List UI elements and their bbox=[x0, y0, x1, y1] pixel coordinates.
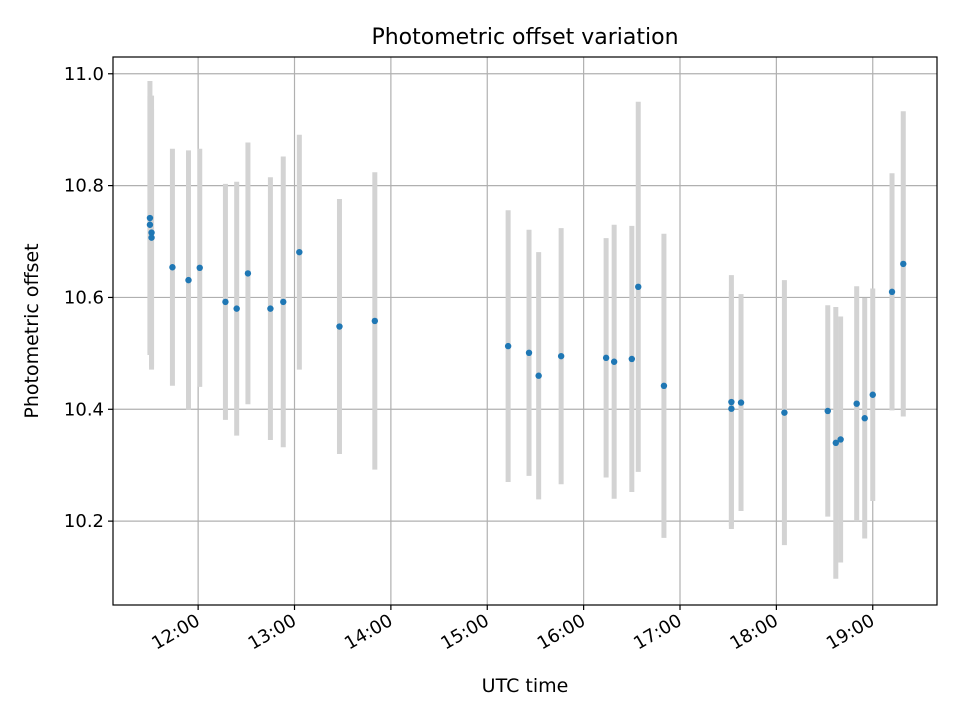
chart-title: Photometric offset variation bbox=[371, 25, 678, 50]
data-point bbox=[148, 229, 155, 236]
data-point bbox=[371, 317, 379, 325]
data-point bbox=[280, 298, 287, 306]
y-tick-label: 11.0 bbox=[64, 64, 104, 85]
x-axis-label: UTC time bbox=[482, 675, 569, 697]
data-point bbox=[267, 305, 274, 312]
data-point bbox=[244, 270, 252, 277]
data-point bbox=[635, 283, 642, 291]
data-point bbox=[148, 234, 155, 241]
y-axis: 10.2 10.4 10.6 10.8 11.0 bbox=[64, 64, 113, 532]
y-tick-label: 10.4 bbox=[64, 399, 104, 420]
data-point bbox=[233, 305, 240, 312]
data-point bbox=[837, 436, 844, 443]
data-point bbox=[824, 407, 831, 415]
data-point bbox=[185, 276, 192, 284]
grid bbox=[113, 57, 937, 605]
data-point bbox=[336, 323, 343, 330]
data-point bbox=[728, 398, 735, 406]
data-point bbox=[146, 214, 154, 222]
data-points bbox=[146, 214, 907, 447]
data-point bbox=[888, 288, 896, 296]
data-point bbox=[557, 352, 565, 360]
data-point bbox=[146, 221, 154, 228]
plot-frame bbox=[112, 56, 938, 606]
data-point bbox=[610, 358, 618, 365]
y-tick-label: 10.8 bbox=[64, 176, 104, 197]
data-point bbox=[169, 264, 176, 271]
data-point bbox=[900, 260, 907, 268]
data-point bbox=[602, 354, 610, 362]
data-point bbox=[535, 372, 542, 379]
data-point bbox=[869, 391, 876, 398]
data-point bbox=[737, 399, 745, 406]
y-axis-label: Photometric offset bbox=[21, 243, 43, 418]
data-point bbox=[728, 405, 735, 412]
y-tick-label: 10.2 bbox=[64, 511, 104, 532]
data-point bbox=[781, 409, 788, 416]
data-point bbox=[628, 355, 636, 363]
data-point bbox=[861, 415, 868, 422]
data-point bbox=[222, 298, 229, 306]
data-point bbox=[196, 264, 203, 272]
data-point bbox=[853, 400, 860, 407]
data-point bbox=[504, 342, 512, 350]
data-point bbox=[296, 248, 303, 256]
y-tick-label: 10.6 bbox=[64, 287, 104, 308]
data-point bbox=[832, 439, 840, 447]
data-point bbox=[660, 382, 668, 389]
data-point bbox=[525, 349, 533, 357]
